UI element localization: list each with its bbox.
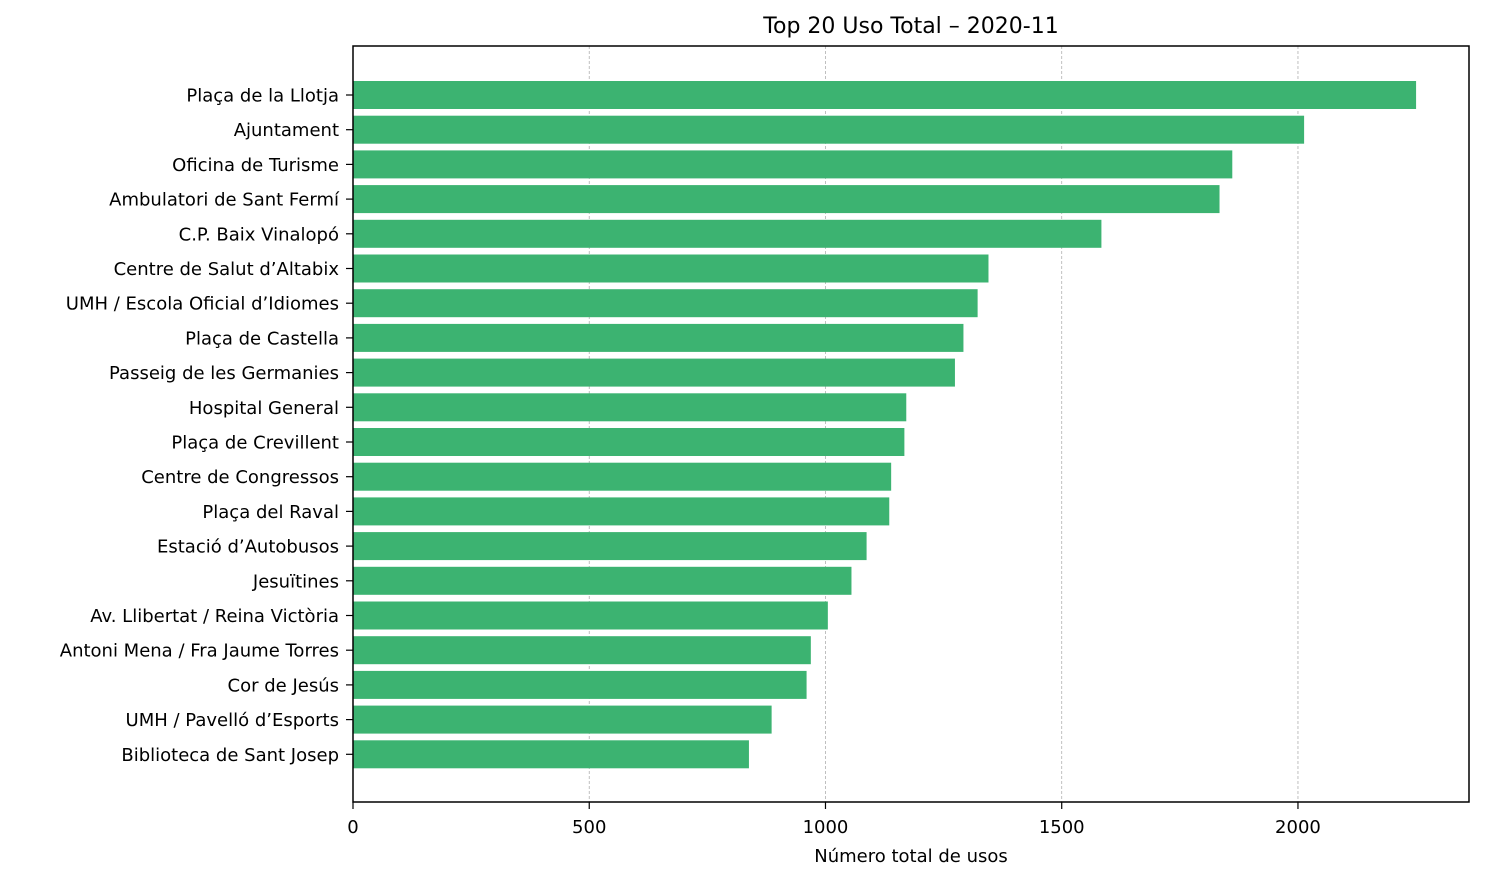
bar xyxy=(353,497,890,526)
category-label: Ambulatori de Sant Fermí xyxy=(109,190,340,211)
bar xyxy=(353,601,828,630)
x-ticks: 0 500 1000 1500 2000 xyxy=(347,802,1321,838)
category-label: Plaça de Crevillent xyxy=(171,433,339,454)
category-label: Jesuïtines xyxy=(252,571,339,592)
chart-title: Top 20 Uso Total – 2020-11 xyxy=(762,14,1058,39)
x-axis-label: Número total de usos xyxy=(814,846,1008,867)
bar xyxy=(353,532,867,561)
category-label: Av. Llibertat / Reina Victòria xyxy=(90,606,339,627)
bar xyxy=(353,185,1220,214)
bars xyxy=(353,81,1417,769)
bar xyxy=(353,150,1233,179)
category-label: Antoni Mena / Fra Jaume Torres xyxy=(60,641,339,662)
bar xyxy=(353,254,989,283)
x-tick-label: 1000 xyxy=(803,817,849,838)
bar xyxy=(353,566,852,595)
bar xyxy=(353,740,749,769)
category-label: Hospital General xyxy=(189,398,339,419)
category-label: Passeig de les Germanies xyxy=(109,363,339,384)
category-label: Biblioteca de Sant Josep xyxy=(121,745,339,766)
bar xyxy=(353,670,807,699)
x-tick-label: 1500 xyxy=(1039,817,1085,838)
category-label: Oficina de Turisme xyxy=(172,155,339,176)
category-labels: Plaça de la Llotja Ajuntament Oficina de T… xyxy=(60,86,353,766)
bar xyxy=(353,323,964,352)
category-label: UMH / Pavelló d’Esports xyxy=(126,710,339,731)
bar xyxy=(353,462,892,491)
bar xyxy=(353,393,907,422)
x-tick-label: 2000 xyxy=(1275,817,1321,838)
bar xyxy=(353,636,811,665)
category-label: C.P. Baix Vinalopó xyxy=(179,224,339,245)
category-label: Plaça de Castella xyxy=(185,328,339,349)
x-tick-label: 500 xyxy=(572,817,606,838)
category-label: Centre de Congressos xyxy=(141,467,339,488)
x-tick-label: 0 xyxy=(347,817,358,838)
category-label: Ajuntament xyxy=(234,120,339,141)
bar xyxy=(353,219,1102,248)
category-label: Plaça del Raval xyxy=(202,502,339,523)
bar xyxy=(353,705,772,734)
category-label: Estació d’Autobusos xyxy=(157,537,339,558)
bar xyxy=(353,428,905,456)
bar xyxy=(353,289,978,318)
category-label: Plaça de la Llotja xyxy=(186,86,339,107)
bar xyxy=(353,358,955,387)
category-label: Centre de Salut d’Altabix xyxy=(114,259,340,280)
plot-frame xyxy=(352,45,1470,803)
category-label: Cor de Jesús xyxy=(228,675,339,696)
category-label: UMH / Escola Oficial d’Idiomes xyxy=(66,294,339,315)
bar xyxy=(353,81,1417,109)
bar xyxy=(353,115,1305,144)
